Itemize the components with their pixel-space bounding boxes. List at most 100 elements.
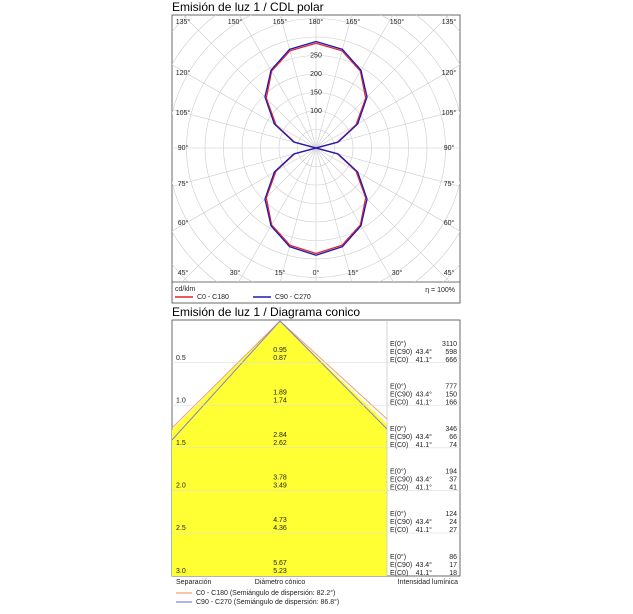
footer-label: Separación	[176, 579, 212, 586]
e-value: 166	[445, 399, 457, 406]
r-tick-label: 250	[310, 52, 322, 59]
diameter: 4.73	[273, 517, 287, 524]
polar-plot	[172, 15, 460, 282]
angle-label: 60°	[178, 219, 189, 227]
e-label: E(0°)	[390, 468, 406, 476]
e-value: 24	[449, 519, 457, 526]
angle-label: 105°	[176, 109, 191, 117]
grid-circle	[241, 73, 391, 223]
angle-label: 150°	[390, 18, 405, 26]
spoke	[238, 15, 317, 149]
e-value: 598	[445, 349, 457, 356]
angle-label: 135°	[176, 18, 191, 26]
e-angle: 43.4°	[416, 390, 433, 398]
spoke	[181, 147, 317, 282]
e-value: 124	[445, 511, 457, 518]
footer-label: Intensidad lumínica	[398, 579, 458, 586]
angle-label: 0°	[313, 269, 320, 277]
diameter: 1.89	[273, 389, 287, 396]
angle-label: 15°	[348, 269, 359, 277]
e-label: E(0°)	[390, 553, 406, 561]
series-line	[264, 40, 319, 256]
e-value: 37	[449, 477, 457, 484]
angle-label: 75°	[444, 180, 455, 188]
cone-fill	[172, 321, 387, 576]
height-label: 3.0	[176, 568, 186, 575]
e-angle: 41.1°	[416, 484, 433, 492]
e-angle: 43.4°	[416, 433, 433, 441]
spoke	[172, 147, 317, 187]
grid-circle	[260, 92, 372, 204]
legend-label: C0 - C180	[197, 294, 229, 301]
e-label: E(0°)	[390, 340, 406, 348]
spoke	[315, 147, 353, 282]
angle-label: 120°	[176, 69, 191, 77]
height-label: 1.0	[176, 397, 186, 404]
legend-label: C90 - C270 (Semiángulo de dispersión: 86…	[196, 598, 339, 606]
grid-circle	[278, 110, 354, 186]
e-value: 150	[445, 391, 457, 398]
angle-label: 150°	[228, 18, 243, 26]
e-angle: 41.1°	[416, 569, 433, 577]
angle-label: 90°	[178, 144, 189, 152]
e-angle: 41.1°	[416, 356, 433, 364]
spoke	[172, 109, 317, 149]
angle-label: 90°	[444, 144, 455, 152]
e-label: E(C0)	[390, 570, 408, 577]
diameter: 0.87	[273, 355, 287, 362]
diameter: 2.84	[273, 432, 287, 439]
e-label: E(C90)	[390, 519, 412, 526]
e-label: E(C0)	[390, 485, 408, 492]
e-label: E(0°)	[390, 382, 406, 390]
grid-circle	[297, 129, 335, 167]
diameter: 3.49	[273, 483, 287, 490]
e-value: 777	[445, 383, 457, 390]
e-angle: 43.4°	[416, 476, 433, 484]
e-angle: 41.1°	[416, 398, 433, 406]
angle-label: 45°	[444, 269, 455, 277]
e-label: E(C0)	[390, 442, 408, 449]
e-label: E(C90)	[390, 349, 412, 356]
e-label: E(C90)	[390, 391, 412, 398]
e-label: E(C90)	[390, 562, 412, 569]
e-angle: 43.4°	[416, 348, 433, 356]
spoke	[315, 15, 352, 149]
cone-title: Emisión de luz 1 / Diagrama conico	[172, 305, 360, 319]
e-angle: 41.1°	[416, 441, 433, 449]
spoke	[315, 147, 394, 282]
height-label: 1.5	[176, 440, 186, 447]
angle-label: 30°	[392, 269, 403, 277]
e-value: 18	[449, 570, 457, 577]
e-label: E(C90)	[390, 477, 412, 484]
spoke	[279, 147, 317, 282]
r-tick-label: 200	[310, 71, 322, 78]
spoke	[315, 15, 450, 149]
r-tick-label: 100	[310, 108, 322, 115]
spoke	[238, 147, 317, 282]
spoke	[280, 15, 317, 149]
efficiency: η = 100%	[425, 287, 455, 294]
angle-label: 30°	[230, 269, 241, 277]
spoke	[172, 64, 317, 149]
cone-edge	[171, 320, 281, 441]
diameter: 3.78	[273, 475, 287, 482]
diameter: 2.62	[273, 440, 287, 447]
e-label: E(C90)	[390, 434, 412, 441]
angle-label: 60°	[444, 219, 455, 227]
e-value: 27	[449, 527, 457, 534]
diameter: 0.95	[273, 347, 287, 354]
diameter: 5.23	[273, 568, 287, 575]
height-label: 2.0	[176, 483, 186, 490]
cone-edge	[279, 320, 388, 420]
spoke	[315, 147, 451, 282]
e-value: 666	[445, 357, 457, 364]
diameter: 4.36	[273, 525, 287, 532]
grid-circle	[223, 55, 409, 241]
spoke	[315, 147, 460, 187]
e-value: 346	[445, 426, 457, 433]
angle-label: 120°	[442, 69, 457, 77]
cone-edge	[171, 320, 281, 429]
e-label: E(C0)	[390, 399, 408, 406]
e-angle: 43.4°	[416, 518, 433, 526]
